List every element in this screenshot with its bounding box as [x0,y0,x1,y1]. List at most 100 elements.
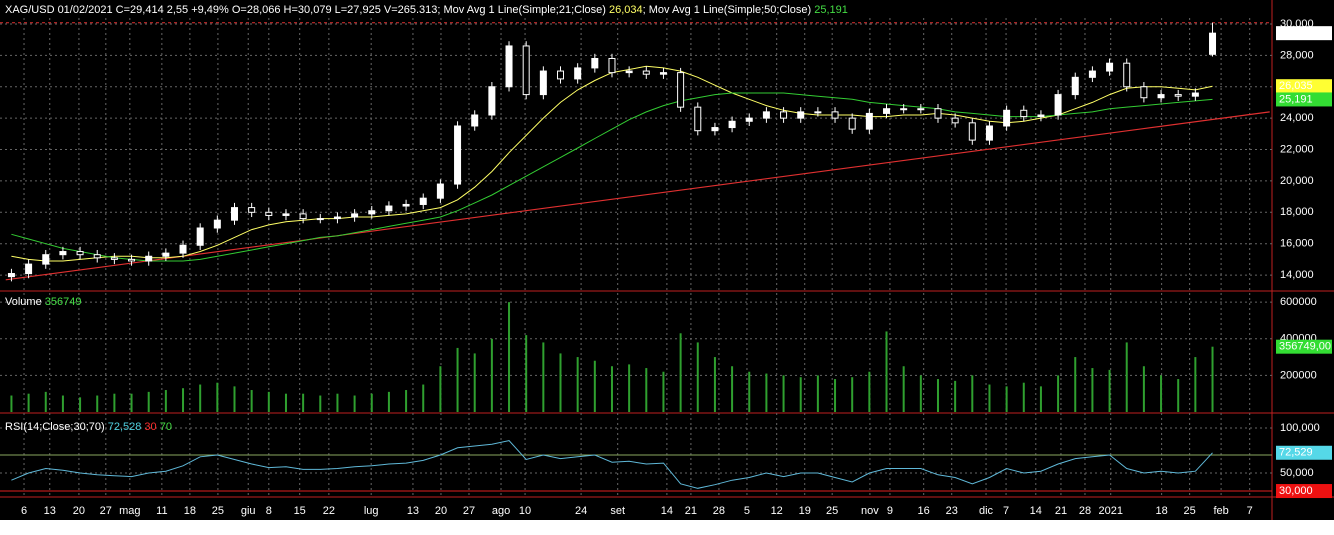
x-tick-label: 12 [771,505,783,517]
x-tick-label: 20 [435,505,447,517]
candle-body [917,108,925,111]
x-tick-label: 7 [1003,505,1009,517]
axis-value-box [1276,26,1332,41]
volume-bar [387,391,390,412]
volume-bar [1057,375,1060,412]
volume-bar [1177,379,1180,412]
candle-body [865,112,873,130]
candle-body [1037,114,1045,118]
volume-bar [525,335,528,412]
candle-body [162,252,170,257]
volume-bar [353,395,356,412]
axis-value-box [1276,79,1332,94]
x-tick-label: 18 [184,505,196,517]
trendline [5,111,1270,281]
candle-body [968,122,976,141]
rsi-line [11,440,1213,489]
volume-bar [1108,369,1111,412]
candle-body [745,117,753,122]
x-tick-label: 25 [212,505,224,517]
x-tick-label: 25 [826,505,838,517]
volume-bar [559,353,562,412]
x-tick-label: 24 [575,505,587,517]
x-tick-label: 13 [44,505,56,517]
header-text: 356749 [45,296,82,308]
volume-bar [422,384,425,412]
y-tick-label: 600000 [1280,296,1317,308]
volume-bar [851,377,854,412]
candle-body [934,108,942,119]
candle-body [42,254,50,265]
candle-body [574,67,582,80]
candle-body [522,45,530,96]
candle-body [7,273,15,278]
y-tick-label: 50,000 [1280,467,1314,479]
volume-bar [370,393,373,412]
header-text: 72,528 [108,421,145,433]
candle-body [1088,70,1096,78]
y-tick-label: 18,000 [1280,206,1314,218]
footer-bar [0,520,1334,535]
volume-bar [199,384,202,412]
candle-body [1209,32,1217,55]
x-tick-label: 14 [661,505,673,517]
volume-bar [27,393,30,412]
volume-bar [799,377,802,412]
x-tick-label: set [610,505,625,517]
candle-body [196,227,204,246]
candle-body [1054,94,1062,116]
volume-bar [44,391,47,412]
candle-body [419,197,427,205]
x-tick-label: 16 [918,505,930,517]
volume-bar [96,395,99,412]
volume-bar [182,388,185,412]
x-tick-label: ago [492,505,510,517]
candle-body [1174,94,1182,97]
header-text: Volume [5,296,45,308]
volume-bar [885,331,888,412]
candle-body [1003,109,1011,127]
candle-body [402,203,410,207]
header-text: 70 [160,421,172,433]
candle-body [471,114,479,127]
x-tick-label: feb [1213,505,1228,517]
volume-bar [250,390,253,412]
candle-body [145,255,153,262]
candle-body [230,207,238,221]
candle-body [385,205,393,212]
candle-body [93,254,101,259]
volume-bar [1194,357,1197,412]
volume-bar [405,390,408,412]
x-tick-label: 19 [799,505,811,517]
candle-body [848,117,856,130]
volume-bar [542,342,545,412]
axis-value-label: 26,035 [1279,80,1313,92]
moving-average-line [11,92,1213,262]
candle-body [539,70,547,96]
axis-value-box [1276,339,1332,354]
x-tick-label: 13 [407,505,419,517]
candle-body [1106,62,1114,72]
candle-body [1191,92,1199,97]
volume-bar [336,393,339,412]
volume-bar [954,380,957,412]
y-tick-label: 14,000 [1280,269,1314,281]
footer-text: A service of NetTrader, 2021 [1191,522,1330,534]
candle-body [797,111,805,119]
candle-body [213,219,221,229]
candle-body [351,213,359,218]
axis-value-box [1276,484,1332,499]
header-text: XAG/USD 01/02/2021 C=29,414 2,55 +9,49% … [5,4,609,16]
candle-body [625,70,633,74]
volume-bar [1039,386,1042,412]
candle-body [883,108,891,114]
volume-bar [834,379,837,412]
x-tick-label: 5 [744,505,750,517]
candle-body [454,125,462,185]
header-text: RSI(14;Close;30;70) [5,421,108,433]
x-tick-label: 25 [1184,505,1196,517]
candle-body [762,111,770,119]
candle-body [780,111,788,119]
volume-bar [216,382,219,412]
